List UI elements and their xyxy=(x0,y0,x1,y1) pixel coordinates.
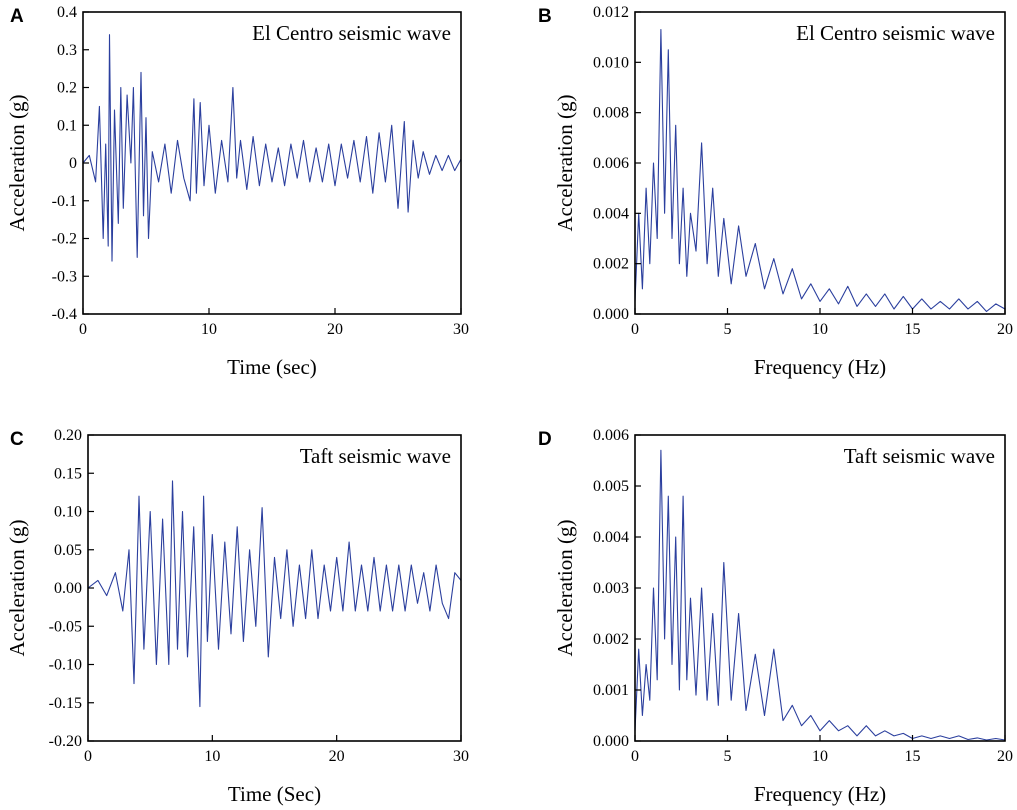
x-tick-label-b: 0 xyxy=(631,321,639,338)
x-tick-label-b: 15 xyxy=(905,321,921,338)
chart-title-b: El Centro seismic wave xyxy=(796,21,995,45)
y-tick-label-c: -0.15 xyxy=(49,695,82,712)
panel-label-a: A xyxy=(10,6,24,27)
y-tick-label-d: 0.001 xyxy=(593,682,629,699)
plot-frame-b xyxy=(634,11,1006,315)
chart-title-a: El Centro seismic wave xyxy=(252,21,451,45)
y-tick-label-b: 0.010 xyxy=(593,54,629,71)
y-tick-label-c: 0.15 xyxy=(54,465,82,482)
y-axis-title-b: Acceleration (g) xyxy=(553,94,577,231)
y-tick-label-d: 0.006 xyxy=(593,427,629,444)
panel-d: 0 5 10 15 20 0.000 0.001 0.002 0.003 0.004 0.005 0.… xyxy=(538,427,1013,806)
y-axis-title-c: Acceleration (g) xyxy=(5,519,29,656)
y-tick-label-d: 0.005 xyxy=(593,478,629,495)
y-tick-label-c: 0.20 xyxy=(54,427,82,444)
y-tick-label-a: -0.3 xyxy=(52,268,77,285)
y-axis-title-d: Acceleration (g) xyxy=(553,519,577,656)
plot-frame-d xyxy=(634,434,1006,742)
y-tick-label-c: -0.05 xyxy=(49,618,82,635)
x-axis-title-c: Time (Sec) xyxy=(228,782,321,806)
y-tick-label-b: 0.002 xyxy=(593,256,629,273)
panel-b: 0 5 10 15 20 0.000 0.002 0.004 0.006 0.008 0.010 0.… xyxy=(538,4,1013,379)
y-tick-label-c: -0.10 xyxy=(49,657,82,674)
series-line-d xyxy=(634,449,1006,741)
x-tick-label-c: 20 xyxy=(329,748,345,765)
y-tick-label-a: 0 xyxy=(69,155,77,172)
x-tick-label-d: 10 xyxy=(812,748,828,765)
y-axis-title-a: Acceleration (g) xyxy=(5,94,29,231)
x-tick-label-b: 5 xyxy=(724,321,732,338)
y-tick-label-b: 0.008 xyxy=(593,105,629,122)
x-tick-label-d: 0 xyxy=(631,748,639,765)
y-tick-label-d: 0.004 xyxy=(593,529,629,546)
panel-label-d: D xyxy=(538,429,552,450)
y-tick-label-b: 0.004 xyxy=(593,205,629,222)
y-tick-label-a: 0.3 xyxy=(57,42,77,59)
x-axis-title-a: Time (sec) xyxy=(227,355,317,379)
y-tick-label-a: 0.2 xyxy=(57,80,77,97)
y-tick-label-b: 0.000 xyxy=(593,306,629,323)
y-tick-label-a: 0.4 xyxy=(57,4,77,21)
series-line-b xyxy=(634,29,1006,313)
y-tick-label-c: 0.10 xyxy=(54,504,82,521)
y-tick-label-c: -0.20 xyxy=(49,733,82,750)
y-tick-label-d: 0.002 xyxy=(593,631,629,648)
series-line-a xyxy=(82,34,462,262)
x-tick-label-a: 20 xyxy=(327,321,343,338)
x-tick-label-c: 10 xyxy=(204,748,220,765)
y-tick-label-b: 0.012 xyxy=(593,4,629,21)
x-tick-label-d: 20 xyxy=(997,748,1013,765)
x-tick-label-b: 20 xyxy=(997,321,1013,338)
y-tick-label-a: 0.1 xyxy=(57,117,77,134)
chart-title-d: Taft seismic wave xyxy=(844,444,995,468)
chart-title-c: Taft seismic wave xyxy=(300,444,451,468)
y-tick-label-b: 0.006 xyxy=(593,155,629,172)
y-tick-label-d: 0.000 xyxy=(593,733,629,750)
y-tick-label-a: -0.4 xyxy=(52,306,77,323)
y-tick-label-c: 0.00 xyxy=(54,580,82,597)
series-line-c xyxy=(87,480,462,708)
y-tick-label-c: 0.05 xyxy=(54,542,82,559)
panel-a: 0 10 20 30 -0.4 -0.3 -0.2 -0.1 0 0.1 0.2 0.3 0.4 El C… xyxy=(5,4,469,379)
x-tick-label-d: 15 xyxy=(905,748,921,765)
y-tick-label-d: 0.003 xyxy=(593,580,629,597)
x-tick-label-a: 0 xyxy=(79,321,87,338)
x-tick-label-d: 5 xyxy=(724,748,732,765)
plot-frame-c xyxy=(87,434,462,742)
x-tick-label-c: 30 xyxy=(453,748,469,765)
y-tick-label-a: -0.2 xyxy=(52,231,77,248)
x-tick-label-a: 30 xyxy=(453,321,469,338)
plot-frame-a xyxy=(82,11,462,315)
y-tick-label-a: -0.1 xyxy=(52,193,77,210)
x-tick-label-b: 10 xyxy=(812,321,828,338)
x-axis-title-d: Frequency (Hz) xyxy=(754,782,886,806)
x-axis-title-b: Frequency (Hz) xyxy=(754,355,886,379)
panel-label-c: C xyxy=(10,429,24,450)
x-tick-label-a: 10 xyxy=(201,321,217,338)
panel-c: 0 10 20 30 -0.20 -0.15 -0.10 -0.05 0.00 0.05 0.10 0… xyxy=(5,427,469,806)
x-tick-label-c: 0 xyxy=(84,748,92,765)
panel-label-b: B xyxy=(538,6,552,27)
